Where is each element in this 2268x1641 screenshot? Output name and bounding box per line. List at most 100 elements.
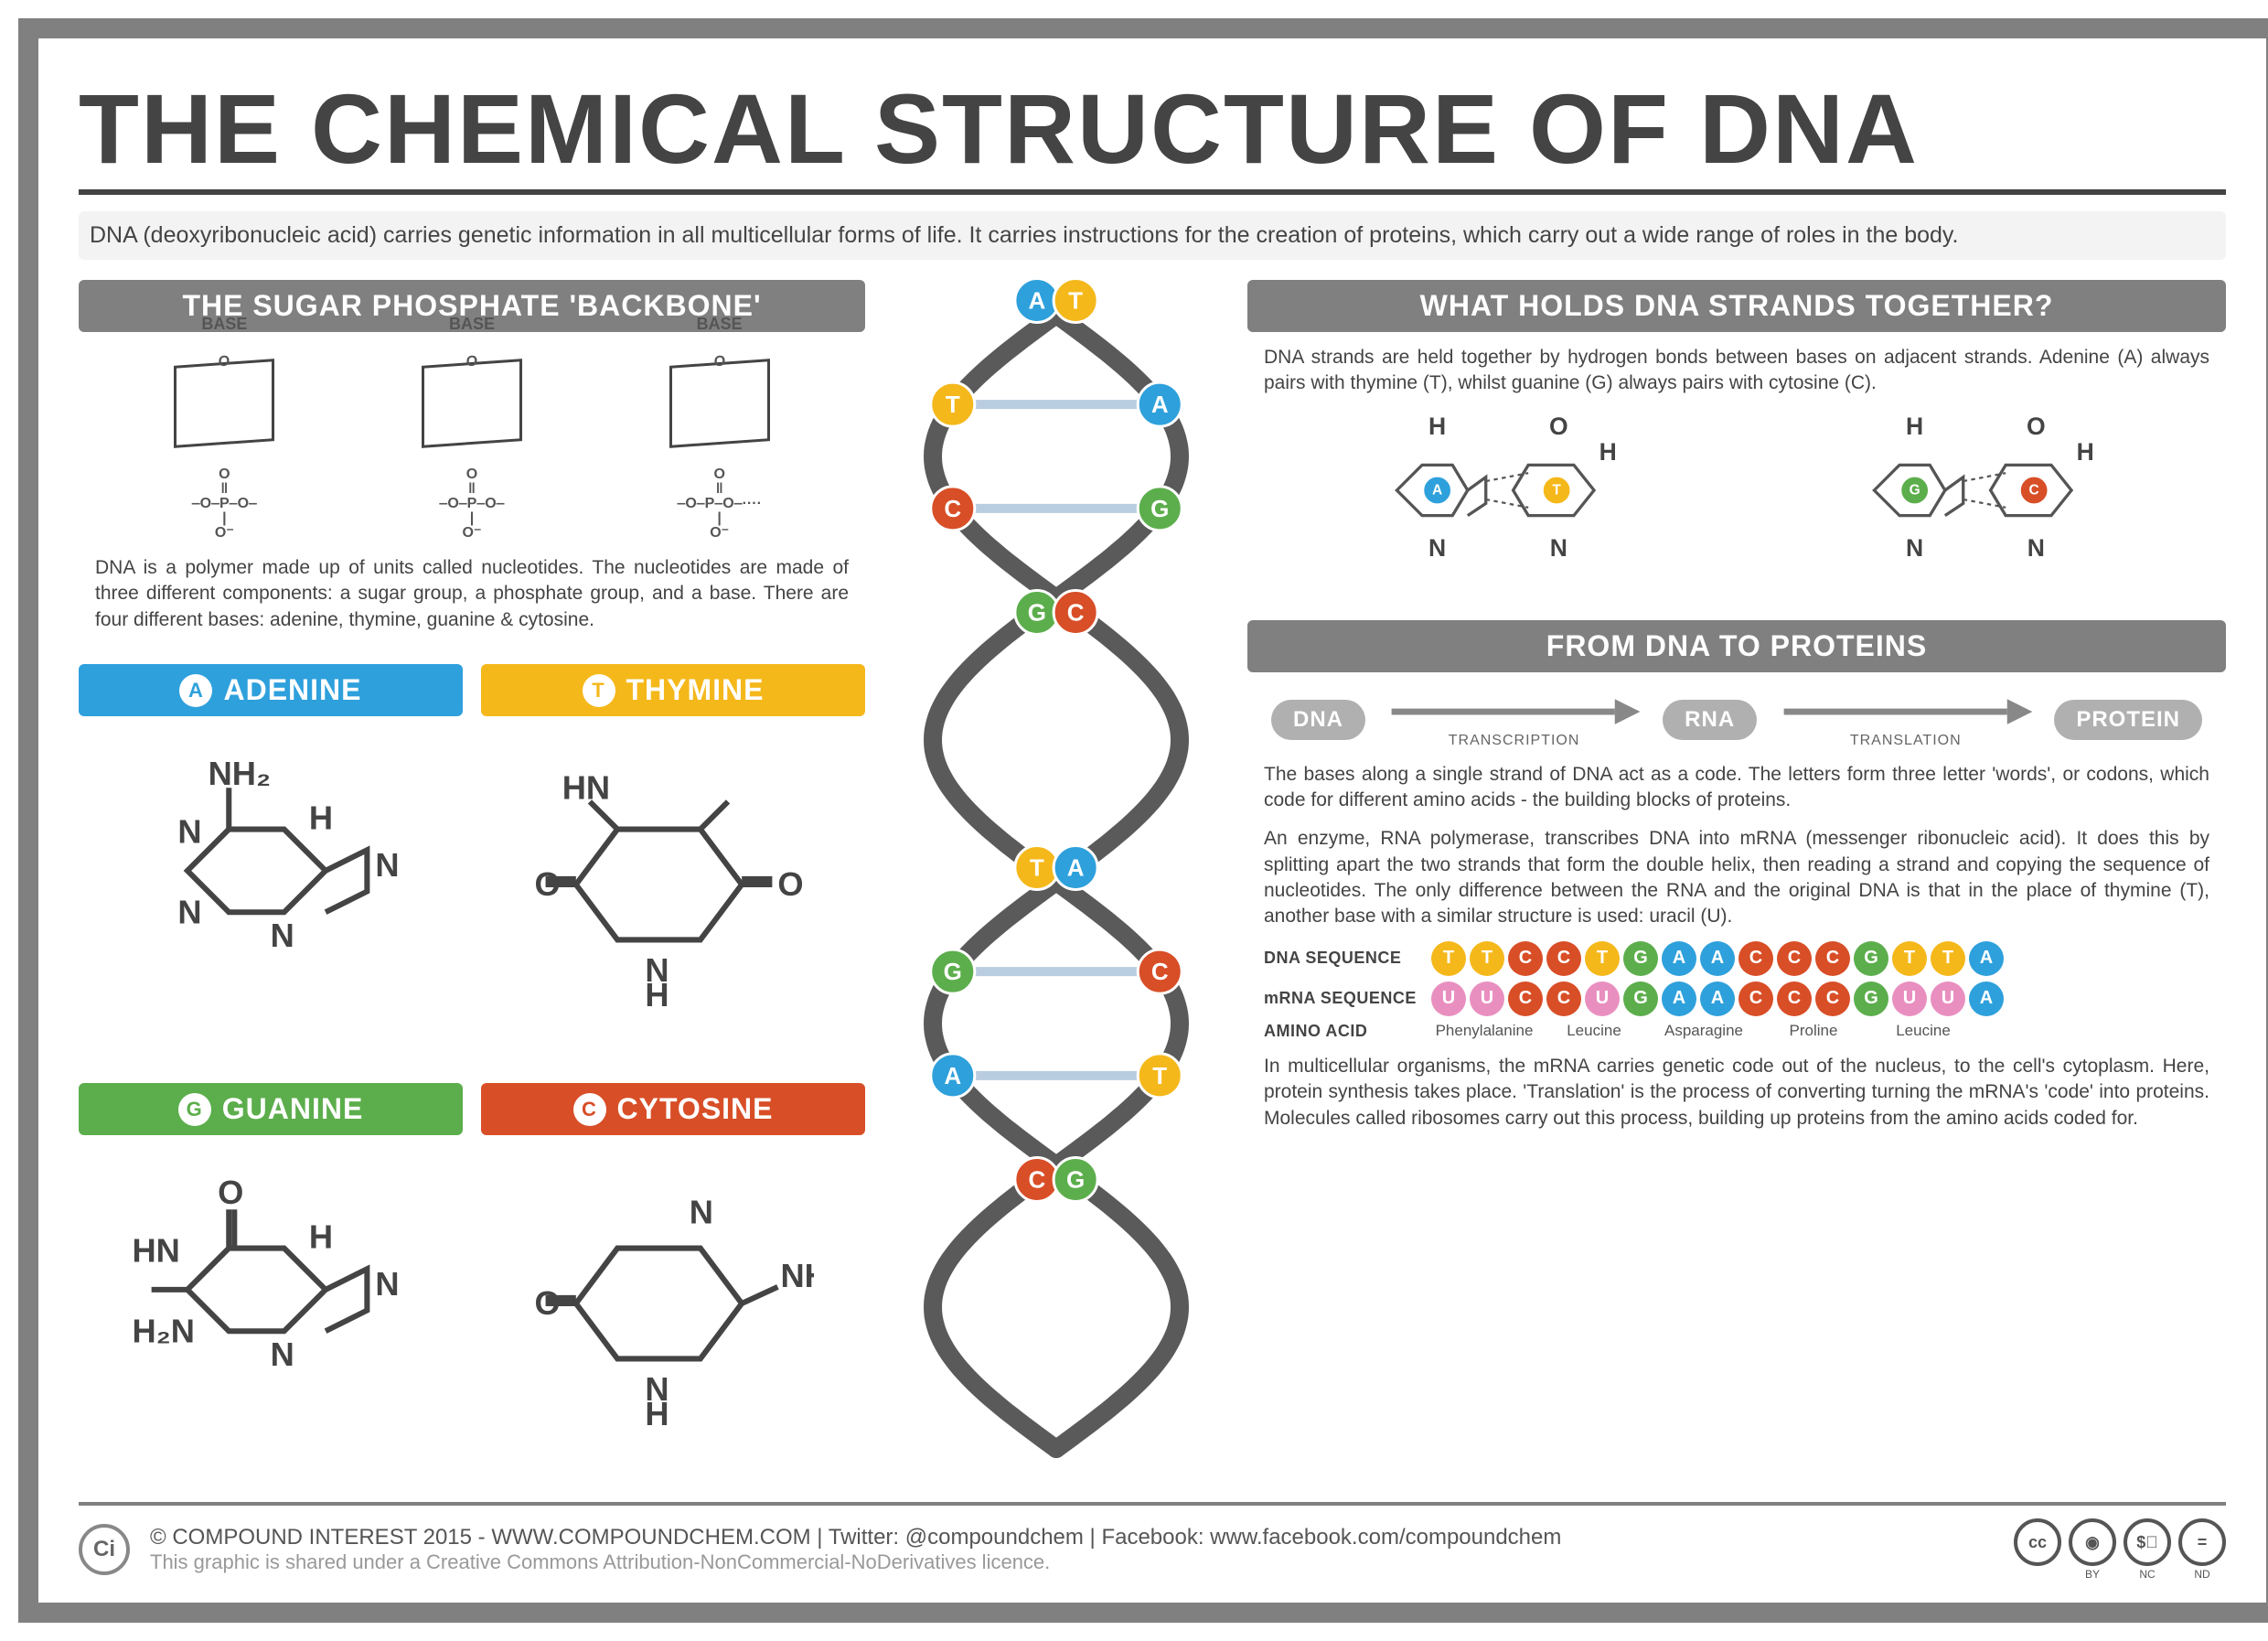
left-column: THE SUGAR PHOSPHATE 'BACKBONE' BASE O‖‒O… xyxy=(79,280,865,1484)
svg-text:T: T xyxy=(1152,1062,1167,1089)
svg-text:C: C xyxy=(944,495,961,522)
svg-text:NH₂: NH₂ xyxy=(209,760,271,792)
mrna-seq-circles: UUCCUGAACCCGUUA xyxy=(1431,981,2004,1016)
backbone-diagram: BASE O‖‒O‒P‒O‒|O⁻ BASE O‖‒O‒P‒O‒|O⁻ BASE… xyxy=(95,345,849,555)
svg-text:A: A xyxy=(1432,482,1442,498)
svg-text:N: N xyxy=(1550,534,1567,562)
flow-arrow-translation: TRANSLATION xyxy=(1757,691,2054,749)
amino-acid-name: Asparagine xyxy=(1651,1022,1757,1040)
footer-line2: This graphic is shared under a Creative … xyxy=(150,1550,1994,1574)
base-header: C CYTOSINE xyxy=(481,1083,865,1135)
seq-base: G xyxy=(1854,981,1888,1016)
amino-acid-name: Proline xyxy=(1760,1022,1867,1040)
base-structure-diagram: O HN H₂N H N N xyxy=(95,1148,446,1459)
flow-step-label: TRANSLATION xyxy=(1850,733,1962,749)
flow-arrow-transcription: TRANSCRIPTION xyxy=(1365,691,1663,749)
svg-text:N: N xyxy=(271,917,294,954)
svg-text:NH₂: NH₂ xyxy=(781,1257,814,1294)
proteins-para2: An enzyme, RNA polymerase, transcribes D… xyxy=(1264,826,2209,929)
base-structure-diagram: NH₂ N N H N N xyxy=(95,729,446,1040)
subtitle: DNA (deoxyribonucleic acid) carries gene… xyxy=(79,211,2226,260)
svg-text:HN: HN xyxy=(133,1232,180,1270)
cc-by-icon: ◉BY xyxy=(2069,1518,2116,1581)
svg-text:O: O xyxy=(219,1179,244,1211)
seq-base: C xyxy=(1738,981,1773,1016)
seq-base: A xyxy=(1969,981,2004,1016)
cc-icons: cc◉BY$⃠NC=ND xyxy=(2014,1518,2226,1581)
svg-text:G: G xyxy=(1910,482,1920,498)
svg-text:C: C xyxy=(2029,482,2039,498)
base-structure-diagram: O N NH₂ N H xyxy=(497,1148,849,1459)
amino-names: PhenylalanineLeucineAsparagineProlineLeu… xyxy=(1431,1022,1976,1040)
svg-text:O: O xyxy=(1549,413,1568,440)
seq-base: U xyxy=(1931,981,1965,1016)
seq-base: G xyxy=(1854,941,1888,976)
base-structure-diagram: HN O O N H xyxy=(497,729,849,1040)
svg-text:H: H xyxy=(309,1218,333,1256)
svg-text:N: N xyxy=(1428,534,1446,562)
svg-text:O: O xyxy=(535,865,561,903)
content-grid: THE SUGAR PHOSPHATE 'BACKBONE' BASE O‖‒O… xyxy=(79,280,2226,1484)
seq-base: U xyxy=(1431,981,1466,1016)
seq-base: C xyxy=(1546,981,1581,1016)
svg-text:N: N xyxy=(178,813,202,851)
base-panel-c: C CYTOSINE O N NH₂ N H xyxy=(481,1083,865,1484)
svg-text:H: H xyxy=(309,799,333,837)
seq-base: A xyxy=(1700,941,1735,976)
footer-line1: © COMPOUND INTEREST 2015 - WWW.COMPOUNDC… xyxy=(150,1525,1994,1550)
seq-base: C xyxy=(1815,981,1850,1016)
seq-base: C xyxy=(1738,941,1773,976)
base-name: GUANINE xyxy=(222,1092,364,1126)
svg-text:H: H xyxy=(1906,413,1923,440)
flow-step-label: TRANSCRIPTION xyxy=(1449,733,1580,749)
svg-text:H: H xyxy=(1428,413,1446,440)
svg-text:A: A xyxy=(1028,287,1045,315)
amino-acid-name: Leucine xyxy=(1870,1022,1976,1040)
seq-base: C xyxy=(1777,981,1812,1016)
holds-panel: WHAT HOLDS DNA STRANDS TOGETHER? DNA str… xyxy=(1247,280,2226,602)
svg-text:T: T xyxy=(1068,287,1083,315)
cc-nd-icon: =ND xyxy=(2178,1518,2226,1581)
ci-logo-icon: Ci xyxy=(79,1524,130,1575)
sequence-block: DNA SEQUENCE TTCCTGAACCCGTTA mRNA SEQUEN… xyxy=(1264,941,2209,1054)
svg-text:T: T xyxy=(1552,482,1561,498)
svg-text:C: C xyxy=(1151,958,1169,985)
svg-text:G: G xyxy=(944,958,962,985)
svg-text:A: A xyxy=(944,1062,961,1089)
backbone-unit: BASE O‖‒O‒P‒O‒|O⁻ xyxy=(348,315,596,541)
seq-base: A xyxy=(1700,981,1735,1016)
dna-sequence-row: DNA SEQUENCE TTCCTGAACCCGTTA xyxy=(1264,941,2209,976)
svg-text:T: T xyxy=(1030,854,1044,882)
svg-text:G: G xyxy=(1066,1166,1085,1194)
backbone-caption: DNA is a polymer made up of units called… xyxy=(95,555,849,633)
base-label: BASE xyxy=(201,315,247,334)
amino-label: AMINO ACID xyxy=(1264,1022,1424,1041)
seq-base: T xyxy=(1931,941,1965,976)
pairing-diagram: H O H N N A T H O H N N G C xyxy=(1264,397,2209,589)
base-name: CYTOSINE xyxy=(617,1092,774,1126)
mrna-seq-label: mRNA SEQUENCE xyxy=(1264,989,1424,1008)
svg-text:A: A xyxy=(1067,854,1085,882)
base-header: T THYMINE xyxy=(481,664,865,716)
flow-pill-protein: PROTEIN xyxy=(2054,700,2202,740)
flow-row: DNA TRANSCRIPTION RNA TRANSLATION PROTEI… xyxy=(1264,685,2209,762)
infographic-frame: THE CHEMICAL STRUCTURE OF DNA DNA (deoxy… xyxy=(18,18,2268,1623)
svg-text:H: H xyxy=(1599,438,1617,466)
flow-pill-dna: DNA xyxy=(1271,700,1365,740)
base-letter-icon: A xyxy=(179,674,212,707)
svg-text:H: H xyxy=(2077,438,2094,466)
dna-seq-circles: TTCCTGAACCCGTTA xyxy=(1431,941,2004,976)
svg-text:C: C xyxy=(1028,1166,1045,1194)
amino-acid-name: Leucine xyxy=(1541,1022,1647,1040)
holds-caption: DNA strands are held together by hydroge… xyxy=(1264,345,2209,397)
bases-grid: A ADENINE NH₂ N N H N N T THYMINE HN O O… xyxy=(79,664,865,1484)
svg-text:N: N xyxy=(376,1265,400,1303)
svg-text:N: N xyxy=(1906,534,1923,562)
svg-text:N: N xyxy=(690,1193,713,1230)
base-pair: H O H N N G C xyxy=(1745,404,2206,576)
svg-text:H₂N: H₂N xyxy=(133,1312,195,1349)
proteins-header: FROM DNA TO PROTEINS xyxy=(1247,620,2226,672)
seq-base: T xyxy=(1892,941,1927,976)
seq-base: G xyxy=(1623,941,1658,976)
seq-base: C xyxy=(1546,941,1581,976)
